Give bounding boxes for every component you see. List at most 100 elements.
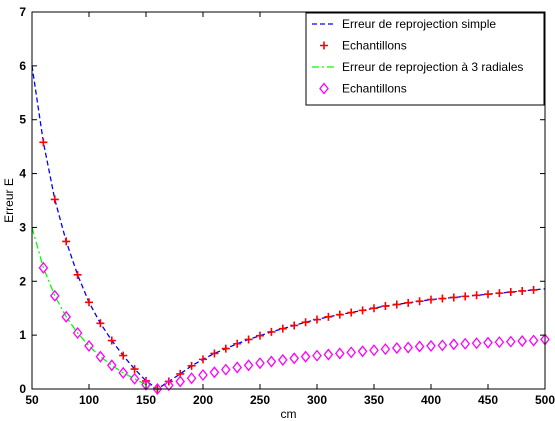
diamond-marker	[95, 350, 106, 363]
diamond-marker	[483, 336, 493, 349]
plus-marker	[427, 295, 435, 304]
series-0	[31, 65, 546, 390]
diamond-marker	[369, 344, 379, 357]
diamond-marker	[277, 353, 288, 366]
diamond-marker	[72, 326, 83, 340]
axes-frame	[31, 11, 546, 390]
legend-label: Erreur de reprojection à 3 radiales	[342, 60, 523, 74]
legend-label: Echantillons	[342, 82, 407, 96]
plus-marker	[187, 361, 196, 370]
plus-marker	[301, 318, 310, 327]
y-tick-label: 4	[19, 167, 26, 181]
diamond-marker	[357, 345, 368, 358]
legend-swatch-diamond	[319, 82, 329, 95]
plus-marker	[313, 315, 321, 324]
y-tick-label: 2	[19, 274, 26, 288]
legend-label: Erreur de reprojection simple	[342, 17, 496, 31]
plus-marker	[290, 321, 299, 330]
diamond-marker	[255, 357, 265, 370]
x-tick-label: 500	[535, 393, 555, 407]
plus-marker	[85, 298, 93, 307]
plus-marker	[461, 292, 470, 301]
legend-entry-3: Echantillons	[319, 82, 407, 96]
diamond-marker	[106, 359, 117, 372]
legend-label: Echantillons	[342, 39, 407, 53]
diamond-marker	[61, 310, 72, 323]
x-tick-label: 200	[193, 393, 213, 407]
series-2	[31, 227, 158, 390]
diamond-marker	[460, 337, 471, 350]
legend-entries: Erreur de reprojection simple Echantillon…	[312, 17, 523, 96]
y-tick-label: 3	[19, 220, 26, 234]
diamond-marker	[163, 379, 174, 392]
diamond-marker	[38, 261, 49, 274]
diamond-marker	[84, 339, 94, 352]
diamond-marker	[49, 289, 60, 302]
plus-marker	[392, 300, 401, 309]
diamond-marker	[243, 359, 254, 372]
plus-marker	[370, 304, 378, 313]
diamond-marker	[141, 378, 151, 391]
diamond-marker	[186, 372, 197, 385]
diamond-marker	[289, 352, 300, 365]
plus-marker	[347, 308, 356, 317]
legend-entry-2: Erreur de reprojection à 3 radiales	[312, 60, 523, 74]
plus-marker	[472, 291, 481, 300]
x-tick-label: 450	[478, 393, 498, 407]
plus-marker	[404, 298, 413, 307]
diamond-marker	[323, 348, 334, 361]
diamond-marker	[346, 346, 357, 359]
diamond-marker	[152, 382, 163, 396]
x-tick-label: 50	[25, 393, 39, 407]
diamond-marker	[118, 366, 129, 379]
plus-marker	[142, 376, 150, 385]
plus-marker	[164, 377, 173, 386]
plus-marker	[130, 365, 139, 374]
plus-marker	[506, 288, 515, 297]
series-1	[39, 138, 538, 393]
diamond-marker	[312, 349, 322, 362]
diamond-marker	[494, 336, 505, 349]
x-tick-label: 400	[421, 393, 441, 407]
plus-marker	[449, 293, 458, 302]
plus-marker	[495, 289, 504, 298]
y-tick-label: 7	[19, 5, 26, 19]
diamond-marker	[266, 355, 277, 368]
x-tick-label: 350	[364, 393, 384, 407]
diamond-marker	[448, 338, 459, 351]
diamond-marker	[334, 347, 345, 360]
plus-marker	[278, 324, 287, 333]
y-axis-title: Erreur E	[2, 178, 16, 223]
x-axis-title: cm	[281, 407, 297, 421]
plus-marker	[335, 310, 344, 319]
series-line-0	[31, 65, 546, 390]
diamond-marker	[129, 372, 140, 385]
plus-marker	[267, 327, 276, 336]
plus-marker	[210, 349, 219, 358]
diamond-marker	[437, 339, 448, 352]
diamond-marker	[209, 366, 220, 379]
diamond-marker	[220, 363, 231, 376]
diamond-marker	[300, 350, 311, 363]
diamond-marker	[391, 342, 402, 355]
diamond-marker	[198, 368, 208, 382]
x-tick-label: 300	[307, 393, 327, 407]
legend-box	[305, 12, 545, 106]
diamond-marker	[175, 375, 186, 388]
x-tick-label: 100	[79, 393, 99, 407]
diamond-marker	[528, 334, 539, 347]
plus-marker	[73, 270, 82, 279]
series-line-2	[31, 227, 158, 390]
plus-marker	[39, 138, 48, 147]
plus-marker	[96, 319, 105, 328]
diamond-marker	[414, 340, 425, 353]
plot-content	[31, 65, 550, 396]
legend-entry-1: Echantillons	[320, 39, 407, 53]
plus-marker	[62, 237, 71, 246]
diamond-marker	[505, 335, 516, 348]
ticks-layer: 50 100 150 200 250 300 350 400 450 500 0 1 2 3 4 5 6 7	[19, 5, 555, 407]
plus-marker	[438, 294, 447, 303]
plus-marker	[244, 335, 253, 344]
plus-marker	[119, 351, 128, 360]
plus-marker	[233, 339, 242, 348]
